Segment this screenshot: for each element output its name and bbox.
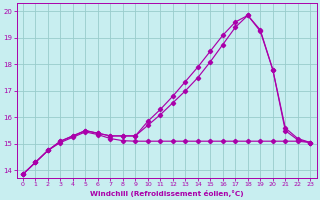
- X-axis label: Windchill (Refroidissement éolien,°C): Windchill (Refroidissement éolien,°C): [90, 190, 244, 197]
